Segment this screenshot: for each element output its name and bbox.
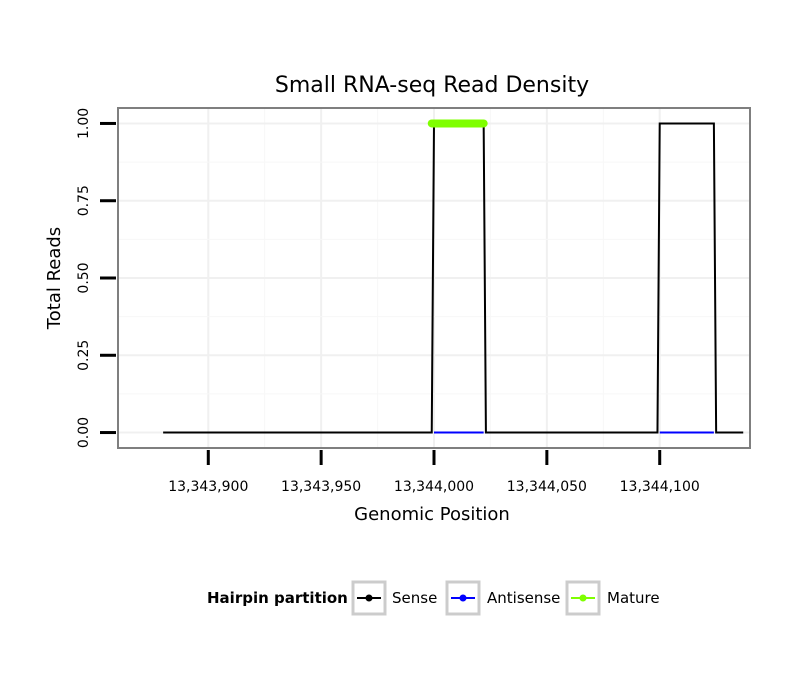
y-tick-label: 0.50: [76, 262, 92, 293]
legend-label-antisense: Antisense: [487, 589, 560, 607]
series-line-sense: [163, 122, 744, 434]
x-tick-label: 13,343,900: [168, 479, 248, 495]
x-tick-label: 13,344,000: [394, 479, 474, 495]
y-axis-title: Total Reads: [44, 227, 65, 330]
axes: 13,343,900 13,343,950 13,344,000 13,344,050…: [76, 108, 700, 495]
x-tick-label: 13,344,100: [620, 479, 700, 495]
x-tick-label: 13,344,050: [507, 479, 587, 495]
y-tick-label: 0.00: [76, 417, 92, 448]
chart-title: Small RNA-seq Read Density: [275, 73, 589, 98]
legend-key-mature: [565, 580, 601, 616]
legend-title: Hairpin partition: [207, 589, 348, 607]
legend-label-sense: Sense: [392, 589, 437, 607]
y-tick-label: 0.75: [76, 185, 92, 216]
legend-label-mature: Mature: [607, 589, 660, 607]
legend: Hairpin partition Sense Antisense Mature: [207, 580, 660, 616]
series-lines: [163, 119, 744, 434]
y-tick-label: 1.00: [76, 108, 92, 139]
legend-key-sense: [351, 580, 387, 616]
x-tick-label: 13,343,950: [281, 479, 361, 495]
y-tick-label: 0.25: [76, 340, 92, 371]
x-axis-title: Genomic Position: [354, 504, 510, 525]
legend-key-antisense: [445, 580, 481, 616]
